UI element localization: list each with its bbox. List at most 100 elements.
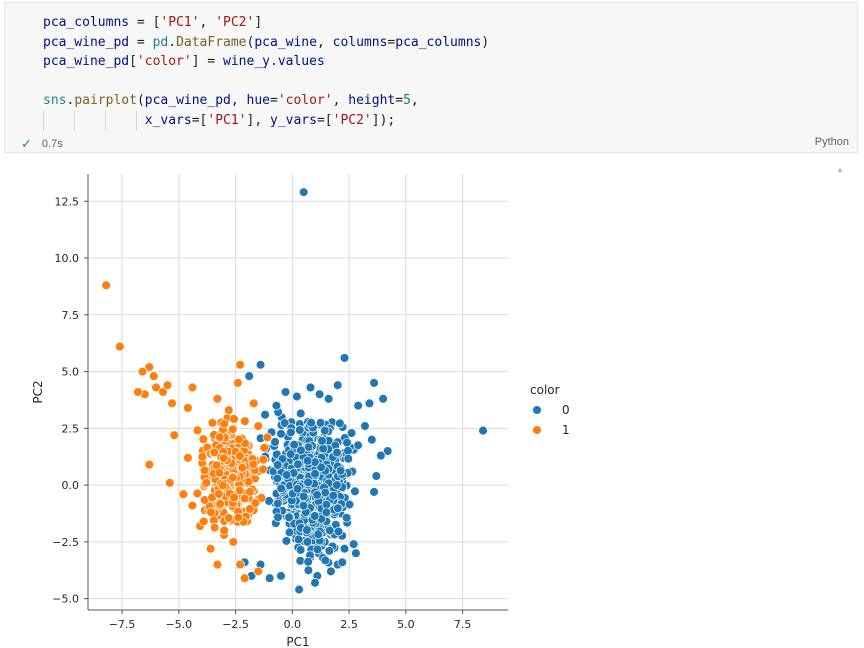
point-class-1	[248, 459, 258, 470]
point-class-1	[235, 451, 245, 461]
point-class-1	[235, 360, 245, 370]
point-class-0	[314, 389, 325, 400]
point-class-0	[326, 566, 336, 577]
point-class-0	[298, 491, 309, 502]
code-line-5: sns.pairplot(pca_wine_pd, hue='color', h…	[43, 93, 419, 108]
point-class-1	[214, 468, 225, 478]
scroll-up-icon[interactable]: ▲	[836, 165, 844, 174]
point-class-0	[294, 584, 304, 595]
point-class-0	[293, 534, 304, 545]
x-tick-label: 2.5	[340, 618, 358, 631]
point-class-0	[295, 425, 305, 435]
point-class-1	[219, 419, 229, 429]
point-class-1	[178, 489, 189, 499]
point-class-0	[335, 465, 346, 476]
y-tick-label: 10.0	[55, 252, 80, 265]
x-tick-label: 5.0	[397, 618, 415, 631]
point-class-0	[367, 434, 377, 445]
legend-marker	[532, 425, 542, 435]
point-class-0	[316, 462, 326, 473]
point-class-0	[295, 408, 306, 419]
point-class-0	[281, 470, 292, 480]
data-points	[101, 187, 488, 595]
point-class-1	[162, 380, 173, 390]
point-class-0	[255, 360, 266, 370]
point-class-1	[224, 405, 234, 415]
point-class-0	[324, 546, 335, 556]
point-class-1	[229, 414, 239, 424]
point-class-1	[199, 516, 209, 527]
point-class-0	[284, 512, 294, 523]
point-class-0	[303, 477, 313, 488]
point-class-0	[333, 503, 343, 514]
point-class-1	[209, 522, 220, 533]
point-class-1	[215, 499, 225, 509]
point-class-1	[198, 434, 209, 444]
x-tick-label: 0.0	[284, 618, 302, 631]
point-class-0	[295, 545, 306, 555]
point-class-0	[360, 421, 370, 431]
check-icon: ✓	[21, 136, 32, 151]
point-class-0	[332, 480, 342, 490]
code-cell[interactable]: pca_columns = ['PC1', 'PC2'] pca_wine_pd…	[4, 2, 858, 153]
point-class-0	[313, 529, 323, 540]
point-class-1	[218, 453, 229, 463]
point-class-0	[302, 525, 312, 535]
x-tick-label: −2.5	[222, 618, 249, 631]
point-class-0	[351, 548, 361, 558]
point-class-0	[292, 391, 302, 402]
x-tick-label: −7.5	[109, 618, 136, 631]
point-class-1	[206, 507, 216, 517]
point-class-1	[144, 362, 155, 372]
x-axis-label: PC1	[286, 635, 309, 648]
point-class-1	[219, 525, 229, 536]
point-class-0	[306, 417, 316, 428]
language-indicator[interactable]: Python	[814, 136, 849, 148]
point-class-1	[201, 478, 212, 488]
point-class-0	[276, 571, 286, 581]
point-class-0	[350, 486, 360, 497]
point-class-1	[253, 421, 264, 431]
point-class-0	[289, 439, 299, 450]
point-class-1	[115, 341, 125, 352]
point-class-0	[341, 513, 352, 523]
point-class-0	[321, 507, 332, 518]
point-class-1	[192, 425, 203, 436]
point-class-0	[302, 455, 313, 466]
point-class-1	[245, 504, 255, 514]
point-class-0	[312, 544, 323, 555]
execution-time: 0.7s	[41, 138, 63, 150]
code-editor[interactable]: pca_columns = ['PC1', 'PC2'] pca_wine_pd…	[43, 13, 489, 130]
point-class-0	[264, 573, 275, 583]
point-class-0	[312, 490, 322, 500]
y-tick-label: −2.5	[52, 536, 79, 549]
y-tick-label: 7.5	[62, 309, 80, 322]
point-class-0	[303, 556, 313, 567]
point-class-0	[376, 450, 386, 461]
code-line-6: x_vars=['PC1'], y_vars=['PC2']);	[144, 112, 396, 128]
point-class-1	[262, 432, 273, 443]
point-class-0	[296, 445, 306, 456]
point-class-0	[284, 527, 295, 538]
point-class-1	[223, 513, 234, 523]
point-class-1	[233, 378, 243, 388]
point-class-0	[333, 526, 344, 537]
point-class-0	[285, 449, 296, 459]
point-class-0	[478, 425, 488, 436]
point-class-0	[353, 400, 363, 411]
point-class-1	[192, 488, 203, 499]
point-class-1	[151, 382, 161, 393]
point-class-1	[214, 489, 224, 499]
point-class-0	[281, 536, 292, 546]
point-class-1	[169, 430, 180, 440]
axes	[84, 174, 508, 614]
point-class-1	[133, 387, 143, 397]
point-class-0	[310, 469, 320, 479]
point-class-1	[164, 478, 175, 488]
scatter-plot: −7.5 −5.0 −2.5 0.0 2.5 5.0 7.5 −5.0 −2.5 0.0 2.5 5.…	[31, 174, 570, 648]
point-class-1	[199, 465, 210, 476]
point-class-0	[342, 437, 352, 448]
point-class-1	[233, 434, 244, 445]
point-class-1	[212, 394, 223, 404]
point-class-1	[183, 453, 193, 463]
